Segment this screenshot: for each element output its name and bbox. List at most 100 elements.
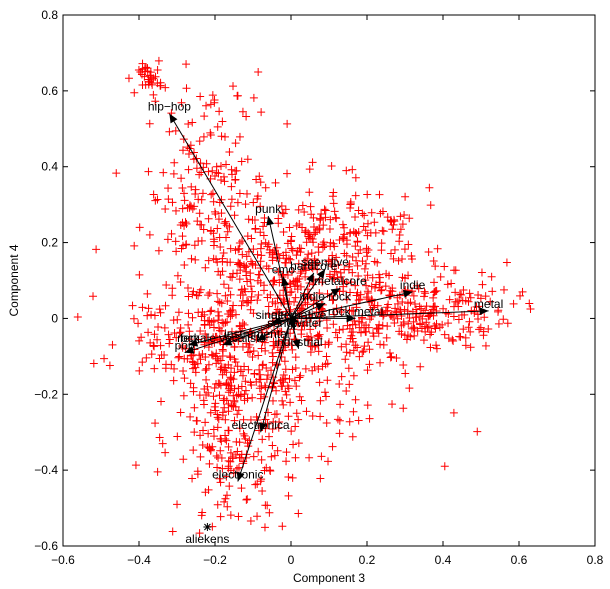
scatter-point <box>419 336 428 345</box>
scatter-point <box>311 261 320 270</box>
vector-line <box>222 317 292 346</box>
scatter-point <box>213 224 222 233</box>
scatter-point <box>431 262 440 271</box>
scatter-point <box>456 332 465 341</box>
scatter-point <box>325 338 334 347</box>
scatter-point <box>308 366 317 375</box>
scatter-point <box>189 446 198 455</box>
scatter-point <box>204 291 213 300</box>
scatter-point <box>280 357 289 366</box>
scatter-point <box>407 252 416 260</box>
scatter-point <box>240 263 249 272</box>
scatter-point <box>453 297 462 306</box>
scatter-point <box>217 437 226 446</box>
scatter-point <box>393 299 402 308</box>
scatter-point <box>259 231 268 240</box>
scatter-point <box>363 287 372 296</box>
scatter-point <box>207 190 216 199</box>
scatter-point <box>345 306 354 315</box>
scatter-point <box>292 409 301 418</box>
scatter-point <box>164 195 173 204</box>
scatter-point <box>503 319 512 328</box>
scatter-point <box>309 213 318 222</box>
scatter-point <box>195 529 204 538</box>
scatter-point <box>481 341 490 350</box>
scatter-point <box>182 219 191 228</box>
scatter-point <box>349 328 358 337</box>
scatter-point <box>223 502 232 511</box>
scatter-point <box>288 246 297 255</box>
scatter-point <box>466 327 475 336</box>
scatter-point <box>204 360 213 369</box>
scatter-point <box>212 349 221 358</box>
scatter-point <box>365 360 374 369</box>
scatter-point <box>432 306 441 315</box>
scatter-point <box>315 378 324 387</box>
scatter-point <box>305 453 314 462</box>
scatter-point <box>200 320 209 329</box>
scatter-point <box>464 297 473 306</box>
scatter-point <box>454 315 463 324</box>
scatter-point <box>268 441 277 450</box>
scatter-point <box>290 298 299 307</box>
scatter-point <box>195 391 204 400</box>
scatter-point <box>233 464 242 473</box>
scatter-point <box>408 287 417 296</box>
scatter-point <box>291 453 300 462</box>
scatter-point <box>254 270 263 279</box>
scatter-point <box>179 366 188 375</box>
scatter-point <box>455 290 464 299</box>
scatter-point <box>218 345 227 354</box>
scatter-point <box>161 204 170 213</box>
scatter-point <box>324 457 333 466</box>
scatter-point <box>293 247 302 256</box>
scatter-point <box>388 225 397 234</box>
scatter-point <box>365 315 374 324</box>
scatter-point <box>229 469 238 478</box>
scatter-point <box>206 100 215 109</box>
scatter-point <box>269 396 278 405</box>
scatter-point <box>263 501 272 510</box>
scatter-point <box>248 393 257 402</box>
scatter-point <box>216 326 225 335</box>
scatter-point <box>147 73 156 82</box>
scatter-point <box>229 301 238 310</box>
scatter-point <box>234 245 243 254</box>
scatter-point <box>316 412 325 421</box>
scatter-point <box>220 394 229 403</box>
scatter-point <box>184 149 193 158</box>
scatter-point <box>222 472 231 481</box>
scatter-point <box>265 245 274 254</box>
scatter-point <box>296 371 305 380</box>
scatter-point <box>303 254 312 263</box>
scatter-point <box>254 291 263 300</box>
scatter-point <box>429 293 438 302</box>
scatter-point <box>348 334 357 343</box>
scatter-point <box>278 375 287 384</box>
scatter-point <box>250 215 259 224</box>
scatter-point <box>282 457 291 466</box>
vector-line <box>184 317 292 354</box>
vector-arrowhead <box>292 339 301 349</box>
scatter-point <box>187 182 196 191</box>
scatter-point <box>134 65 143 74</box>
scatter-point <box>367 282 376 291</box>
scatter-point <box>251 225 260 234</box>
scatter-point <box>516 291 525 300</box>
scatter-point <box>330 207 339 216</box>
scatter-point <box>291 353 300 362</box>
scatter-point <box>209 241 218 250</box>
scatter-point <box>218 408 227 417</box>
scatter-point <box>381 282 390 291</box>
scatter-point <box>320 205 329 214</box>
scatter-point <box>388 287 397 296</box>
scatter-point <box>264 310 273 319</box>
scatter-point <box>163 235 172 244</box>
scatter-point <box>168 291 177 300</box>
scatter-point <box>399 360 408 369</box>
scatter-point <box>193 470 202 479</box>
scatter-point <box>213 500 222 509</box>
scatter-point <box>285 375 294 384</box>
vector-line <box>290 268 326 319</box>
scatter-point <box>216 478 225 487</box>
